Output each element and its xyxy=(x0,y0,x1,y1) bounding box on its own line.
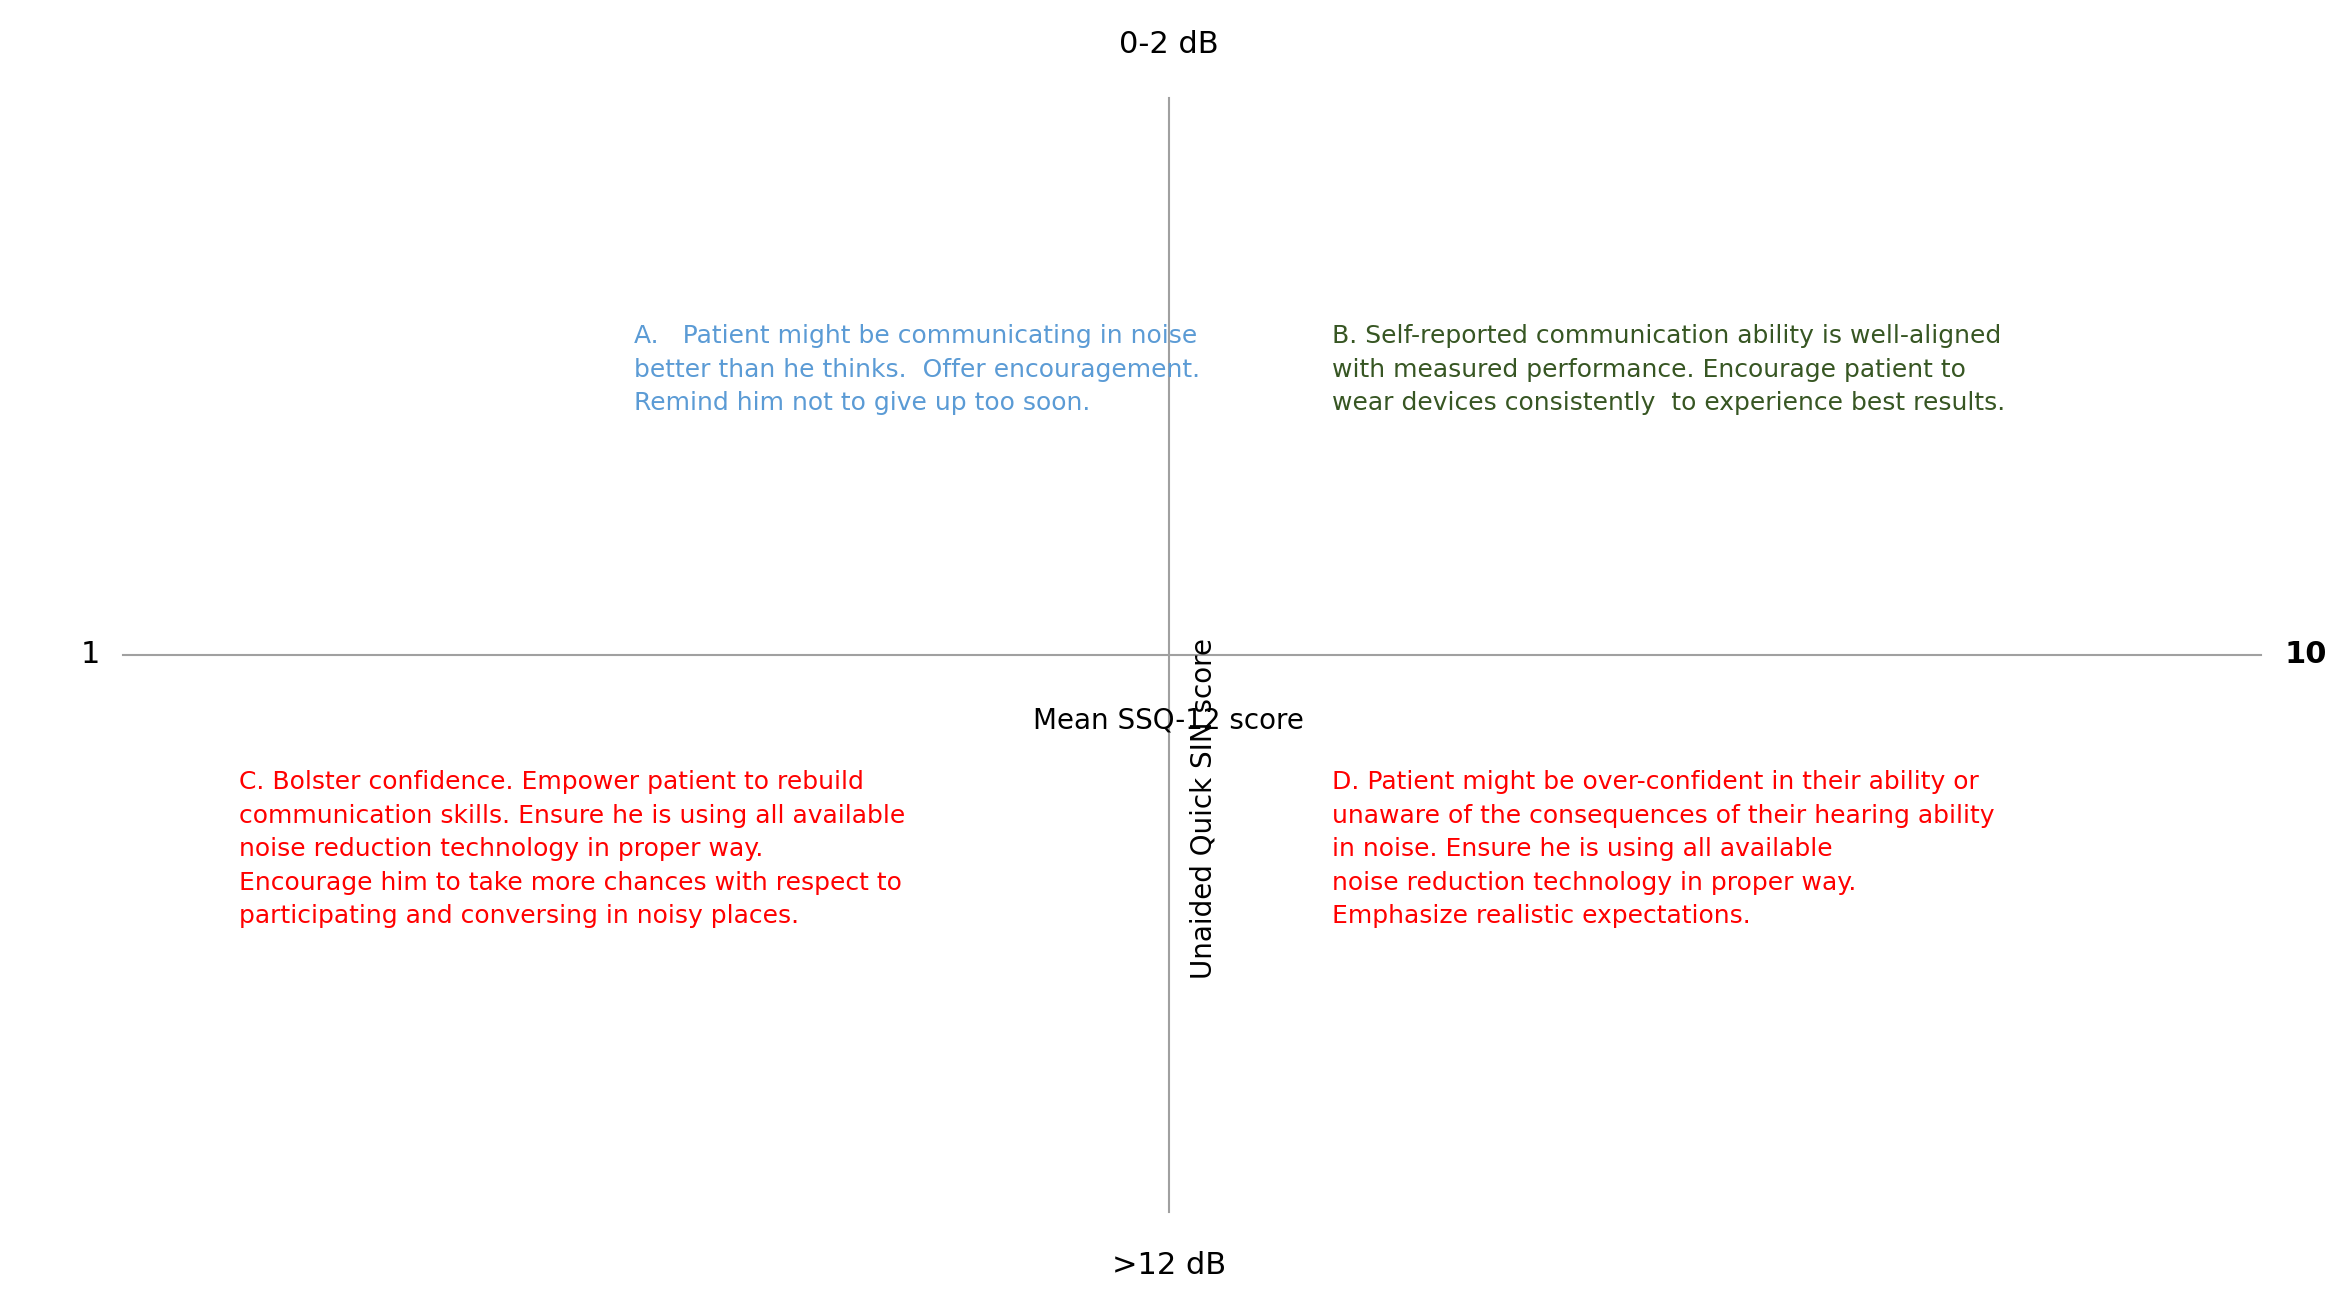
Text: D. Patient might be over-confident in their ability or
unaware of the consequenc: D. Patient might be over-confident in th… xyxy=(1331,770,1995,929)
Text: B. Self-reported communication ability is well-aligned
with measured performance: B. Self-reported communication ability i… xyxy=(1331,325,2004,415)
Text: 10: 10 xyxy=(2285,641,2328,669)
Text: >12 dB: >12 dB xyxy=(1111,1251,1226,1280)
Text: C. Bolster confidence. Empower patient to rebuild
communication skills. Ensure h: C. Bolster confidence. Empower patient t… xyxy=(239,770,905,929)
Text: A.   Patient might be communicating in noise
better than he thinks.  Offer encou: A. Patient might be communicating in noi… xyxy=(635,325,1200,415)
Text: 0-2 dB: 0-2 dB xyxy=(1118,30,1219,59)
Text: Unaided Quick SIN score: Unaided Quick SIN score xyxy=(1191,638,1219,979)
Text: Mean SSQ-12 score: Mean SSQ-12 score xyxy=(1034,707,1303,735)
Text: 1: 1 xyxy=(80,641,101,669)
